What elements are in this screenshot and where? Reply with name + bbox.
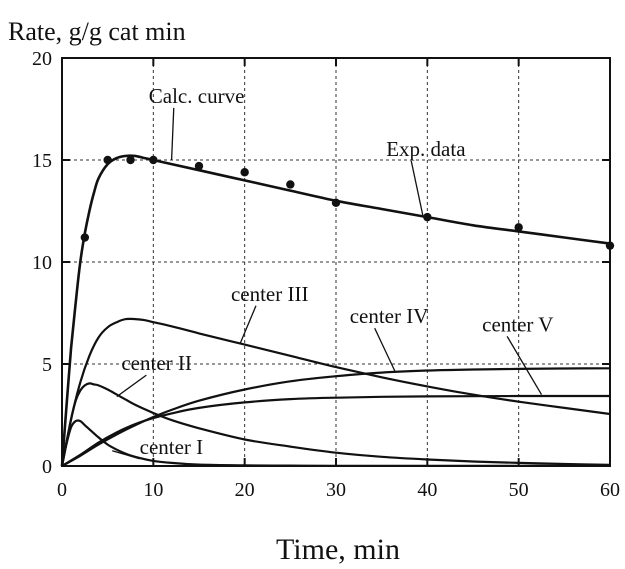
annotation-center-v: center V	[482, 312, 553, 336]
x-tick-label: 60	[600, 479, 620, 501]
data-point	[240, 168, 249, 177]
series-line-center-ii	[60, 382, 611, 467]
data-point	[149, 155, 158, 165]
leader-line-center-iii	[239, 305, 257, 344]
data-point	[514, 223, 523, 232]
y-tick-label: 0	[42, 456, 52, 478]
data-point	[286, 180, 295, 189]
x-tick-label: 50	[509, 479, 529, 501]
y-tick-label: 10	[32, 252, 52, 274]
leader-line-calc-curve	[170, 107, 175, 161]
leader-line-center-iv	[374, 327, 396, 373]
y-tick-label: 20	[32, 48, 52, 70]
annotation-center-iv: center IV	[350, 304, 429, 328]
data-point	[423, 212, 432, 222]
series-line-center-iv	[61, 367, 611, 467]
annotation-layer: Calc. curve Exp. data center III center IV c…	[112, 84, 553, 460]
ticks: 0 10 20 30 40 50 60 0 5 10 15 20	[32, 48, 620, 501]
data-point	[103, 155, 112, 165]
x-tick-label: 10	[143, 479, 163, 501]
data-point	[80, 233, 90, 242]
leader-line-center-i	[112, 450, 140, 460]
x-tick-label: 20	[235, 479, 255, 501]
leader-line-exp-data	[410, 160, 424, 216]
leader-line-center-v	[506, 336, 543, 395]
data-point	[331, 198, 341, 208]
x-tick-label: 40	[417, 479, 437, 501]
annotation-exp-data: Exp. data	[386, 137, 466, 161]
x-axis-title: Time, min	[276, 533, 400, 566]
leader-line-center-ii	[116, 374, 147, 398]
y-tick-label: 5	[42, 354, 52, 376]
grid	[62, 58, 610, 466]
y-axis-title: Rate, g/g cat min	[8, 17, 186, 46]
annotation-center-ii: center II	[121, 351, 192, 375]
points-layer	[80, 155, 615, 250]
data-point	[126, 155, 135, 165]
data-point	[194, 161, 204, 171]
x-tick-label: 0	[57, 479, 67, 501]
x-tick-label: 30	[326, 479, 346, 501]
annotation-calc-curve: Calc. curve	[149, 84, 245, 108]
series-line-center-iii	[60, 317, 611, 467]
y-tick-label: 15	[32, 150, 52, 172]
series-line-center-v	[61, 394, 610, 467]
annotation-center-iii: center III	[231, 282, 309, 306]
annotation-center-i: center I	[140, 435, 204, 459]
